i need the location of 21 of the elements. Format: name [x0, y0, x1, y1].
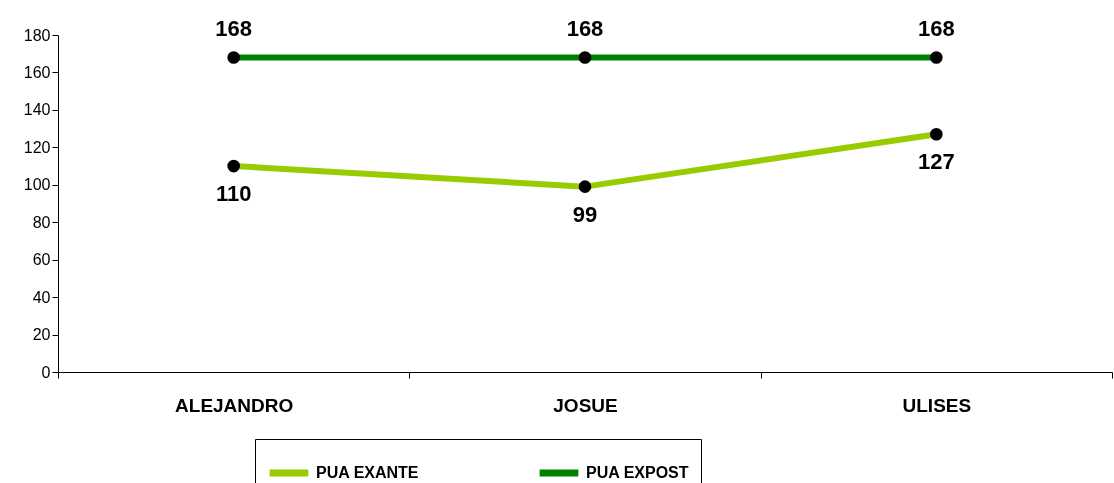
y-tick-label: 180: [23, 26, 51, 44]
data-label: 127: [917, 149, 955, 175]
data-label: 110: [215, 181, 252, 207]
legend-label: PUA EXANTE: [316, 464, 419, 481]
y-tick-label: 40: [32, 288, 51, 306]
data-label: 168: [215, 16, 253, 42]
x-tick-label: JOSUE: [553, 394, 618, 416]
data-label: 168: [917, 16, 955, 42]
data-label: 99: [572, 201, 598, 227]
y-tick-label: 160: [23, 63, 51, 81]
y-tick-label: 0: [41, 363, 51, 381]
legend-label: PUA EXPOST: [586, 464, 689, 481]
y-tick-label: 100: [23, 176, 51, 194]
y-tick-label: 140: [23, 101, 51, 119]
x-tick-label: ALEJANDRO: [175, 394, 294, 416]
x-tick-label: ULISES: [902, 394, 972, 416]
y-tick-label: 120: [23, 138, 51, 156]
data-label: 168: [566, 16, 604, 42]
y-tick-label: 80: [32, 213, 51, 231]
y-tick-label: 20: [32, 326, 51, 344]
y-tick-label: 60: [32, 251, 51, 269]
